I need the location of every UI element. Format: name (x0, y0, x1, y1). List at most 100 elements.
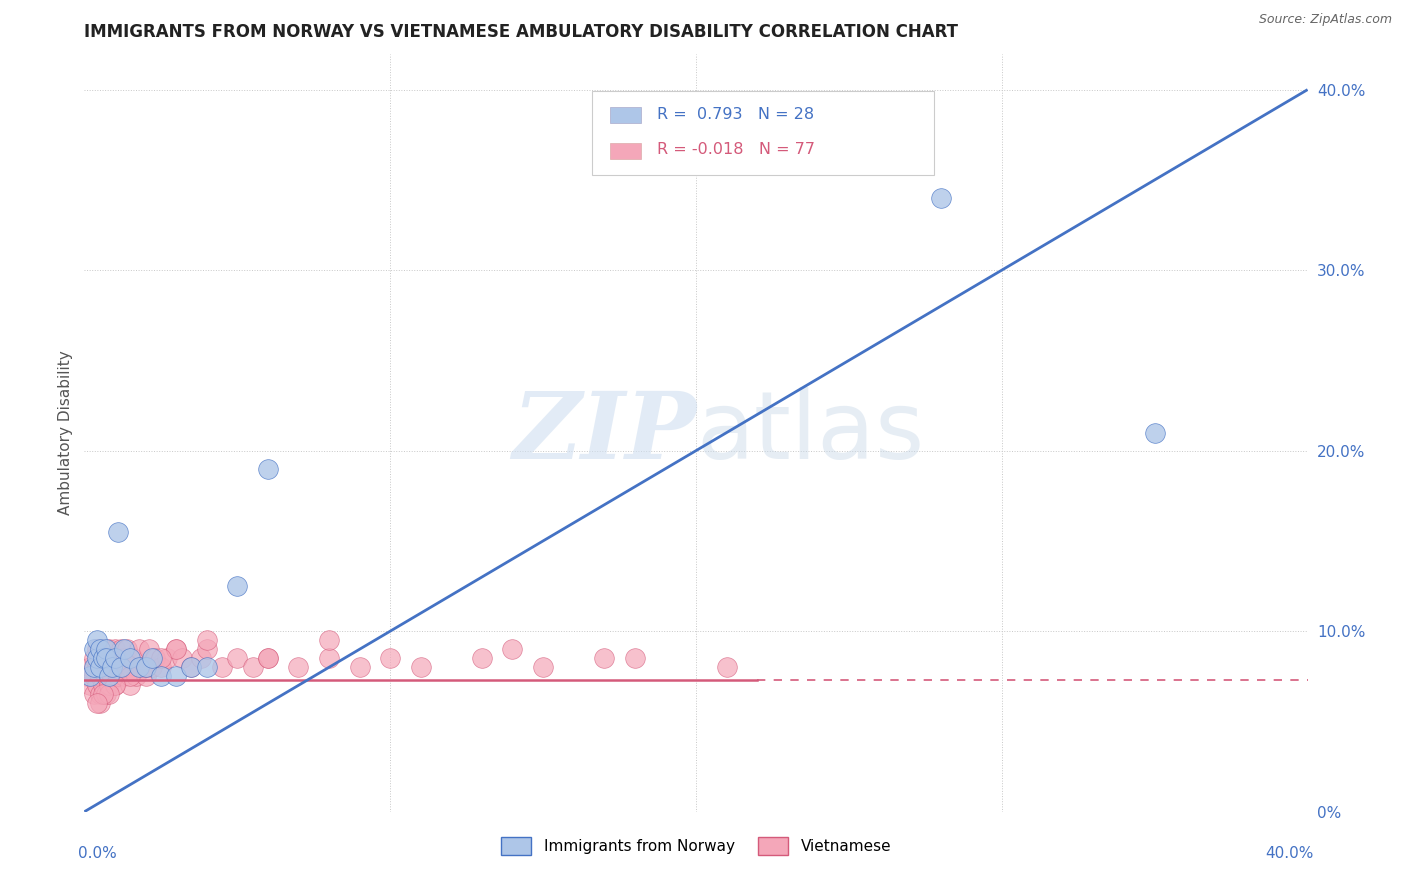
Point (120, 660, 142, 674)
Point (409, 660, 432, 674)
Point (624, 651, 647, 665)
Point (318, 651, 340, 665)
Bar (610, 143, 641, 159)
Point (83, 651, 105, 665)
Point (101, 660, 124, 674)
Point (226, 651, 249, 665)
Point (165, 642, 187, 657)
Point (97, 678, 120, 692)
Point (76, 669, 98, 683)
Text: R = -0.018   N = 77: R = -0.018 N = 77 (657, 143, 815, 157)
Point (135, 660, 157, 674)
Point (107, 651, 129, 665)
Point (156, 651, 179, 665)
FancyBboxPatch shape (592, 92, 935, 175)
Bar (610, 107, 641, 123)
Point (380, 651, 402, 665)
Point (190, 651, 212, 665)
Text: IMMIGRANTS FROM NORWAY VS VIETNAMESE AMBULATORY DISABILITY CORRELATION CHART: IMMIGRANTS FROM NORWAY VS VIETNAMESE AMB… (84, 23, 959, 41)
Point (531, 660, 554, 674)
Point (83, 669, 105, 683)
Point (716, 660, 738, 674)
Point (929, 191, 952, 205)
Point (1143, 425, 1166, 440)
Point (242, 660, 264, 674)
Text: 0.0%: 0.0% (79, 846, 117, 861)
Point (143, 651, 166, 665)
Point (120, 669, 142, 683)
Point (110, 660, 132, 674)
Point (120, 651, 142, 665)
Point (97, 687, 120, 701)
Point (110, 660, 132, 674)
Point (131, 660, 153, 674)
Point (89, 651, 111, 665)
Point (89, 687, 111, 701)
Point (141, 660, 163, 674)
Point (94, 651, 117, 665)
Point (94, 651, 117, 665)
Point (89, 660, 111, 674)
Point (97, 642, 120, 657)
Point (135, 669, 157, 683)
Point (104, 660, 127, 674)
Text: Source: ZipAtlas.com: Source: ZipAtlas.com (1258, 13, 1392, 27)
Point (257, 461, 280, 475)
Text: atlas: atlas (696, 386, 924, 479)
Point (94, 669, 117, 683)
Point (141, 651, 163, 665)
Point (101, 651, 124, 665)
Point (86, 678, 108, 692)
Point (83, 687, 105, 701)
Point (89, 669, 111, 683)
Point (89, 697, 111, 711)
Point (112, 642, 135, 657)
Point (83, 660, 105, 674)
Point (91, 642, 114, 657)
Point (593, 651, 616, 665)
Point (128, 642, 150, 657)
Point (83, 642, 105, 657)
Point (195, 642, 218, 657)
Point (107, 524, 129, 539)
Text: ZIP: ZIP (512, 388, 696, 477)
Legend: Immigrants from Norway, Vietnamese: Immigrants from Norway, Vietnamese (495, 831, 897, 861)
Point (104, 678, 127, 692)
Point (91, 660, 114, 674)
Point (86, 660, 108, 674)
Point (257, 651, 280, 665)
Point (110, 642, 132, 657)
Point (165, 642, 187, 657)
Point (180, 660, 202, 674)
Point (128, 660, 150, 674)
Point (86, 633, 108, 648)
Point (149, 651, 172, 665)
Text: 40.0%: 40.0% (1265, 846, 1313, 861)
Point (125, 669, 148, 683)
Point (195, 660, 218, 674)
Point (149, 669, 172, 683)
Point (91, 651, 114, 665)
Point (104, 651, 127, 665)
Point (226, 579, 249, 593)
Point (211, 660, 233, 674)
Text: R =  0.793   N = 28: R = 0.793 N = 28 (657, 107, 814, 121)
Point (94, 687, 117, 701)
Point (79, 669, 101, 683)
Point (91, 687, 114, 701)
Point (97, 660, 120, 674)
Point (91, 678, 114, 692)
Point (180, 660, 202, 674)
Point (349, 660, 371, 674)
Point (112, 669, 135, 683)
Point (97, 669, 120, 683)
Y-axis label: Ambulatory Disability: Ambulatory Disability (58, 351, 73, 515)
Point (195, 633, 218, 648)
Point (287, 660, 309, 674)
Point (115, 642, 138, 657)
Point (107, 669, 129, 683)
Point (471, 651, 494, 665)
Point (165, 669, 187, 683)
Point (86, 642, 108, 657)
Point (138, 642, 160, 657)
